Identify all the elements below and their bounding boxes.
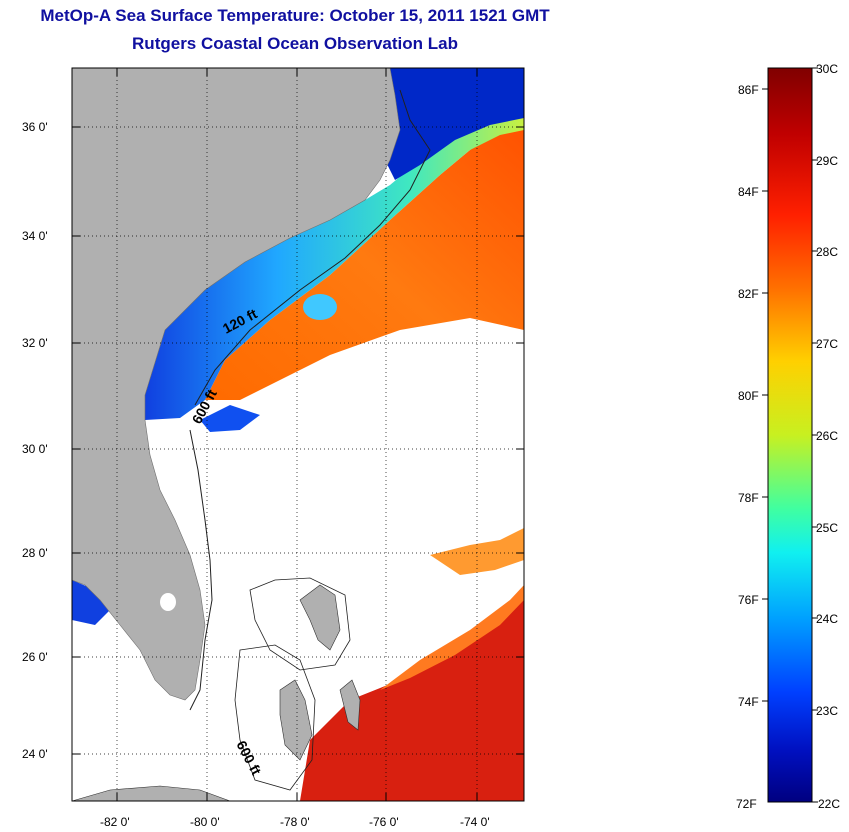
- colorbar: 30C 29C 28C 27C 26C 25C 24C 23C 22C 86F …: [736, 62, 840, 811]
- colorbar-label-c: 22C: [818, 797, 840, 811]
- coastal-cool-water: [145, 118, 524, 420]
- colorbar-label-f: 78F: [738, 491, 759, 505]
- colorbar-label-f: 86F: [738, 83, 759, 97]
- southern-warm-water: [300, 595, 524, 801]
- map-subtitle: Rutgers Coastal Ocean Observation Lab: [132, 34, 458, 53]
- colorbar-gradient: [767, 67, 813, 803]
- colorbar-label-c: 27C: [816, 337, 838, 351]
- land-cuba: [72, 785, 231, 801]
- map-frame: [71, 67, 525, 802]
- colorbar-label-f: 80F: [738, 389, 759, 403]
- lat-labels: 36 0' 34 0' 32 0' 30 0' 28 0' 26 0' 24 0…: [22, 120, 48, 761]
- colorbar-label-c: 23C: [816, 704, 838, 718]
- colorbar-label-c: 28C: [816, 245, 838, 259]
- lon-label: -74 0': [460, 815, 490, 829]
- colorbar-label-c: 30C: [816, 62, 838, 76]
- map-ticks: [72, 68, 524, 801]
- lat-label: 26 0': [22, 650, 48, 664]
- map-title: MetOp-A Sea Surface Temperature: October…: [40, 6, 550, 25]
- land-bahamas-eleuthera: [339, 679, 361, 731]
- lon-label: -80 0': [190, 815, 220, 829]
- map-plot-area: 120 ft 600 ft 600 ft: [72, 68, 524, 801]
- lon-labels: -82 0' -80 0' -78 0' -76 0' -74 0': [100, 815, 490, 829]
- lat-label: 24 0': [22, 747, 48, 761]
- gulf-stream-warm-water: [205, 115, 524, 400]
- depth-contour-bahamas-2: [234, 644, 316, 791]
- colorbar-label-f: 74F: [738, 695, 759, 709]
- colorbar-label-c: 26C: [816, 429, 838, 443]
- colorbar-label-f: 76F: [738, 593, 759, 607]
- lon-label: -76 0': [369, 815, 399, 829]
- cold-eddy: [303, 294, 337, 320]
- lat-label: 32 0': [22, 336, 48, 350]
- colorbar-ticks: [762, 67, 818, 803]
- lat-label: 30 0': [22, 442, 48, 456]
- cool-patch-west: [72, 580, 110, 625]
- colorbar-label-f: 82F: [738, 287, 759, 301]
- land-bahamas-abaco: [299, 584, 341, 651]
- lon-label: -78 0': [280, 815, 310, 829]
- depth-contour-bahamas: [249, 577, 351, 671]
- warm-patch-east: [430, 528, 524, 575]
- inland-lake: [160, 593, 176, 611]
- northern-cold-water: [380, 68, 524, 180]
- colorbar-label-c: 25C: [816, 521, 838, 535]
- lat-label: 34 0': [22, 229, 48, 243]
- colorbar-label-c: 29C: [816, 154, 838, 168]
- land-bahamas-andros: [279, 679, 313, 761]
- depth-contour-600ft: [189, 429, 213, 711]
- lon-label: -82 0': [100, 815, 130, 829]
- land-us-southeast: [72, 68, 401, 701]
- colorbar-label-f: 84F: [738, 185, 759, 199]
- lat-gridlines: [72, 126, 524, 755]
- colorbar-label-c: 24C: [816, 612, 838, 626]
- southern-warm-fringe: [380, 585, 524, 690]
- cool-patch-south: [200, 405, 260, 432]
- lat-label: 36 0': [22, 120, 48, 134]
- depth-contour-120ft: [194, 89, 431, 406]
- lat-label: 28 0': [22, 546, 48, 560]
- colorbar-label-f: 72F: [736, 797, 757, 811]
